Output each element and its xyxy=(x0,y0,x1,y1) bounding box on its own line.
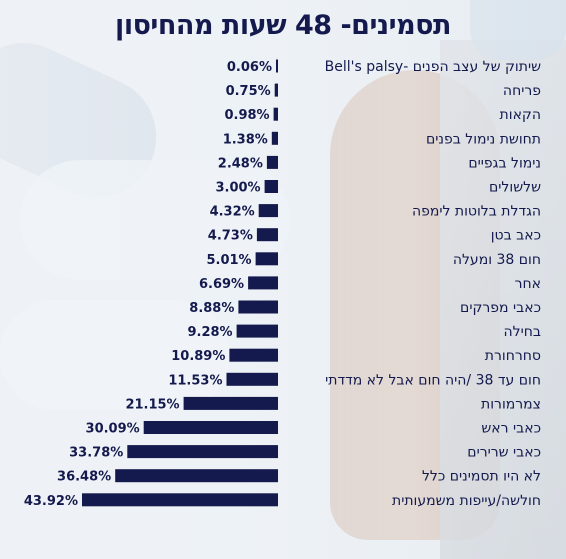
bar xyxy=(258,204,278,218)
category-label: אחר xyxy=(515,276,541,292)
category-label: כאבי מפרקים xyxy=(460,300,541,316)
category-label: הקאות xyxy=(500,107,541,123)
bar xyxy=(271,131,278,145)
bar-value-label: 0.06% xyxy=(227,60,272,75)
bar-value-label: 10.89% xyxy=(171,349,225,364)
bar xyxy=(264,180,278,193)
category-label: פריחה xyxy=(503,83,541,99)
bar-value-label: 43.92% xyxy=(24,494,78,509)
bar xyxy=(183,396,278,410)
category-label: כאבי ראש xyxy=(481,421,541,437)
bar xyxy=(273,107,278,121)
bar-value-label: 8.88% xyxy=(189,301,234,316)
bar xyxy=(248,276,278,290)
category-label: צמרמורות xyxy=(481,396,541,412)
bar-value-label: 0.75% xyxy=(226,84,271,99)
chart-title: תסמינים- 48 שעות מהחיסון xyxy=(115,10,451,41)
category-label: חום 38 ומעלה xyxy=(453,252,541,268)
bar-value-label: 2.48% xyxy=(218,156,263,171)
category-label: בחילה xyxy=(504,324,541,340)
category-label: כאבי שרירים xyxy=(467,445,541,461)
category-label: כאב בטן xyxy=(491,228,541,244)
category-label: חולשה/עייפות משמעותית xyxy=(392,493,541,509)
category-label: הגדלת בלוטות לימפה xyxy=(412,204,541,220)
bar-value-label: 0.98% xyxy=(224,108,269,123)
bar-value-label: 6.69% xyxy=(199,277,244,292)
bar-value-label: 9.28% xyxy=(187,325,232,340)
bar-value-label: 30.09% xyxy=(86,422,140,437)
bar xyxy=(236,324,278,338)
bar xyxy=(82,493,278,507)
category-label: תחושת נימול בפנים xyxy=(426,131,541,147)
bar-value-label: 5.01% xyxy=(206,253,251,268)
category-label: סחרחורת xyxy=(485,348,541,364)
bar xyxy=(127,445,278,459)
bar-value-label: 33.78% xyxy=(69,446,123,461)
category-label: שיתוק של עצב הפנים -Bell's palsy xyxy=(325,59,541,75)
bar xyxy=(274,83,278,97)
bar xyxy=(229,348,278,362)
bar-value-label: 3.00% xyxy=(215,181,260,196)
category-label: נימול בגפיים xyxy=(468,155,541,171)
bar xyxy=(255,252,278,266)
bar-value-label: 4.32% xyxy=(210,205,255,220)
bar xyxy=(276,59,278,73)
bar xyxy=(226,372,278,386)
bar xyxy=(143,421,278,434)
bar-value-label: 1.38% xyxy=(223,132,268,147)
category-label: שלשולים xyxy=(489,180,541,196)
bar-value-label: 21.15% xyxy=(125,397,179,412)
bars-layer: 0.06% שיתוק של עצב הפנים -Bell's palsy 0.7… xyxy=(24,59,541,509)
bar-value-label: 36.48% xyxy=(57,470,111,485)
bar-value-label: 11.53% xyxy=(168,373,222,388)
bar xyxy=(266,155,278,169)
category-label: חום עד 38 /היה חום אבל לא מדדתי xyxy=(325,372,541,388)
bar xyxy=(238,300,278,314)
bar xyxy=(115,469,278,483)
bar-value-label: 4.73% xyxy=(208,229,253,244)
category-label: לא היו תסמינים כלל xyxy=(422,469,541,485)
bar xyxy=(256,228,278,242)
